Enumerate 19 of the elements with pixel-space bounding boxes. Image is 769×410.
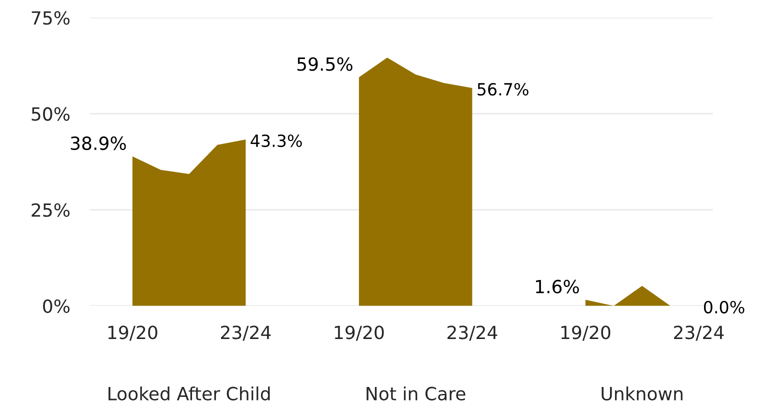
x-tick-label: 19/20 [334,326,384,341]
y-tick-label: 0% [43,299,70,313]
data-label: 0.0% [704,300,744,314]
text: Looked After Child [108,386,270,400]
y-tick-label: 75% [32,11,70,25]
data-label: 1.6% [536,280,579,294]
x-tick-label: 19/20 [108,326,158,341]
text: Unknown [602,386,682,400]
x-tick-label: 19/20 [561,326,610,341]
text: Not in Care [366,386,466,400]
data-label: 43.3% [250,134,302,148]
x-tick-label: 23/24 [448,326,498,341]
x-tick-label: 23/24 [221,326,271,341]
x-tick-label: 23/24 [674,326,724,341]
y-tick-label: 25% [32,203,70,217]
y-tick-label: 50% [32,107,70,121]
data-label: 59.5% [297,57,352,71]
data-label: 56.7% [478,82,528,96]
data-label: 38.9% [70,136,126,150]
